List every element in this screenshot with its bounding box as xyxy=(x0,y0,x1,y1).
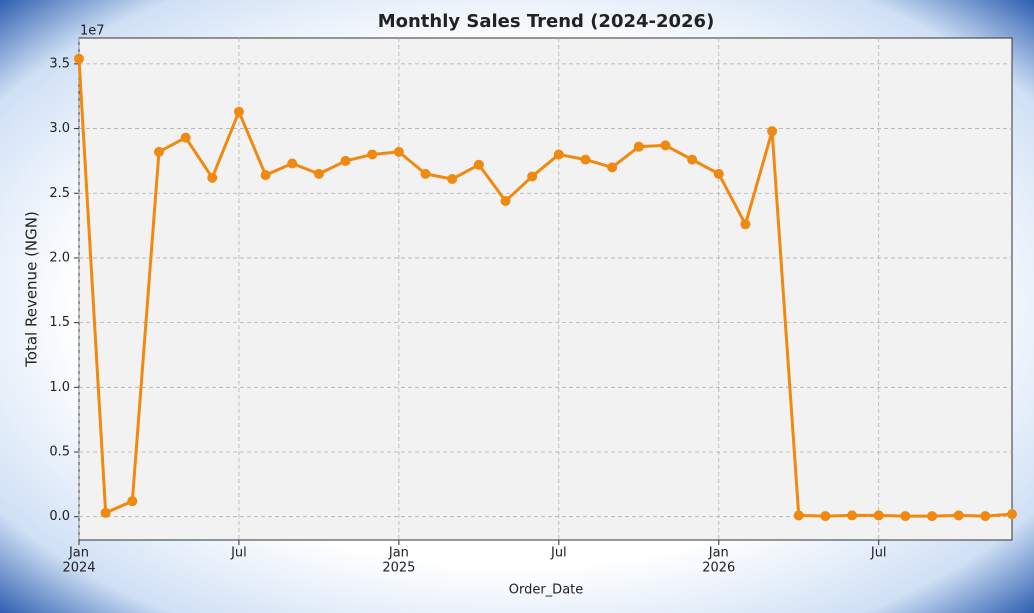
marker xyxy=(393,146,404,157)
marker xyxy=(233,106,244,117)
marker xyxy=(527,171,538,182)
marker xyxy=(500,196,511,207)
marker xyxy=(420,168,431,179)
chart-title: Monthly Sales Trend (2024-2026) xyxy=(378,11,715,32)
marker xyxy=(847,510,858,521)
marker xyxy=(793,510,804,521)
x-tick-label: Jan xyxy=(388,546,409,561)
y-axis-label: Total Revenue (NGN) xyxy=(23,211,41,368)
marker xyxy=(447,174,458,185)
marker xyxy=(100,507,111,518)
marker xyxy=(553,149,564,160)
marker xyxy=(580,154,591,165)
marker xyxy=(153,146,164,157)
marker xyxy=(473,159,484,170)
marker xyxy=(340,155,351,166)
y-tick-label: 0.5 xyxy=(49,445,70,460)
x-tick-label: Jan xyxy=(68,546,89,561)
marker xyxy=(953,510,964,521)
marker xyxy=(980,511,991,522)
y-tick-label: 1.0 xyxy=(49,380,70,395)
marker xyxy=(927,511,938,522)
marker xyxy=(287,158,298,169)
marker xyxy=(900,511,911,522)
offset-label: 1e7 xyxy=(80,24,105,39)
marker xyxy=(633,141,644,152)
x-tick-label: 2025 xyxy=(382,561,415,576)
plot-area xyxy=(78,37,1013,541)
marker xyxy=(313,168,324,179)
marker xyxy=(820,511,831,522)
x-axis-label: Order_Date xyxy=(509,583,584,598)
y-tick-label: 0.0 xyxy=(49,509,70,524)
marker xyxy=(74,53,84,64)
y-tick-label: 2.0 xyxy=(49,250,70,265)
marker xyxy=(713,168,724,179)
x-tick-label: 2024 xyxy=(62,561,95,576)
marker xyxy=(260,170,271,181)
marker xyxy=(1007,509,1017,520)
marker xyxy=(767,126,778,137)
x-tick-label: Jul xyxy=(230,546,247,561)
marker xyxy=(873,510,884,521)
x-tick-label: Jul xyxy=(870,546,887,561)
marker xyxy=(180,132,191,143)
marker xyxy=(127,496,138,507)
y-tick-label: 1.5 xyxy=(49,315,70,330)
marker xyxy=(687,154,698,165)
y-tick-label: 3.5 xyxy=(49,56,70,71)
marker xyxy=(607,162,618,173)
y-tick-label: 2.5 xyxy=(49,186,70,201)
x-tick-label: Jan xyxy=(708,546,729,561)
marker xyxy=(207,172,218,183)
y-tick-label: 3.0 xyxy=(49,121,70,136)
x-tick-label: Jul xyxy=(550,546,567,561)
marker xyxy=(367,149,378,160)
marker xyxy=(660,140,671,151)
x-tick-label: 2026 xyxy=(702,561,735,576)
marker xyxy=(740,219,751,230)
